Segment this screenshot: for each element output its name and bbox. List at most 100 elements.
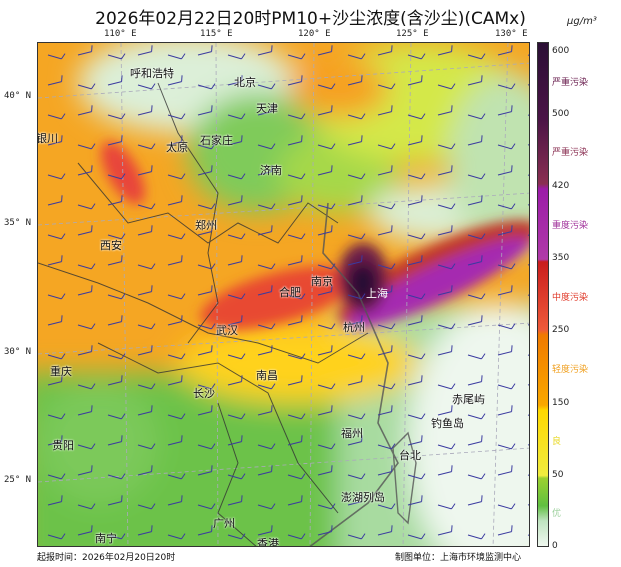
wind-barb bbox=[167, 435, 183, 446]
wind-barb bbox=[467, 293, 486, 300]
wind-barb bbox=[407, 53, 426, 60]
wind-barb bbox=[137, 285, 153, 296]
city-label: 南昌 bbox=[256, 369, 278, 382]
wind-barb bbox=[377, 443, 396, 450]
wind-barb bbox=[77, 203, 96, 210]
wind-barb bbox=[197, 285, 213, 296]
wind-barb bbox=[467, 353, 486, 360]
wind-barb bbox=[497, 405, 513, 416]
wind-barb bbox=[107, 495, 123, 506]
wind-barb bbox=[197, 165, 213, 176]
colorbar-tick: 250 bbox=[552, 325, 570, 335]
city-label: 武汉 bbox=[216, 324, 238, 337]
wind-barb bbox=[317, 443, 336, 450]
wind-barb bbox=[167, 473, 186, 480]
city-label: 太原 bbox=[166, 141, 188, 154]
level-label: 优 bbox=[552, 509, 562, 519]
level-label: 严重污染 bbox=[552, 148, 589, 158]
wind-barb bbox=[377, 225, 393, 236]
wind-barb bbox=[497, 525, 513, 536]
wind-barb bbox=[437, 465, 453, 476]
wind-barb bbox=[47, 113, 66, 120]
wind-barb bbox=[287, 293, 306, 300]
wind-barb bbox=[497, 285, 513, 296]
city-label: 天津 bbox=[256, 102, 278, 115]
wind-barb bbox=[377, 45, 393, 56]
level-label: 良 bbox=[552, 437, 562, 447]
lon-label: 110° E bbox=[104, 29, 137, 39]
lat-label: 40° N bbox=[4, 91, 32, 101]
wind-barb bbox=[377, 143, 396, 150]
city-label: 重庆 bbox=[50, 365, 72, 378]
wind-barb bbox=[197, 405, 213, 416]
wind-barb bbox=[437, 503, 456, 510]
wind-barb bbox=[77, 225, 93, 236]
wind-barb bbox=[317, 525, 333, 536]
wind-barb bbox=[167, 353, 186, 360]
lat-label: 35° N bbox=[4, 218, 32, 228]
wind-barb bbox=[497, 105, 513, 116]
wind-barb bbox=[257, 525, 273, 536]
city-label: 银川 bbox=[37, 132, 58, 145]
wind-barb bbox=[137, 525, 153, 536]
wind-barb bbox=[377, 285, 393, 296]
wind-barb bbox=[137, 345, 153, 356]
wind-barb bbox=[377, 83, 396, 90]
wind-barb bbox=[497, 503, 516, 510]
wind-barb bbox=[317, 405, 333, 416]
wind-barb bbox=[377, 383, 396, 390]
wind-barb bbox=[287, 315, 303, 326]
wind-barb bbox=[257, 383, 276, 390]
wind-barb bbox=[407, 75, 423, 86]
colorbar-tick: 600 bbox=[552, 46, 570, 56]
wind-barb bbox=[437, 203, 456, 210]
wind-barb bbox=[257, 323, 276, 330]
colorbar-tick: 500 bbox=[552, 109, 570, 119]
city-label: 赤尾屿 bbox=[452, 393, 485, 406]
wind-barb bbox=[197, 263, 216, 270]
wind-barb bbox=[197, 345, 213, 356]
wind-barb bbox=[407, 135, 423, 146]
wind-barb bbox=[137, 323, 156, 330]
wind-barb bbox=[257, 285, 273, 296]
wind-barb bbox=[437, 525, 453, 536]
wind-barb bbox=[287, 255, 303, 266]
city-label: 南宁 bbox=[95, 532, 117, 545]
wind-barb bbox=[317, 83, 336, 90]
colorbar-tick: 50 bbox=[552, 470, 564, 480]
wind-barb bbox=[257, 83, 276, 90]
wind-barb bbox=[407, 195, 423, 206]
wind-barb bbox=[47, 195, 63, 206]
wind-barb bbox=[287, 113, 306, 120]
wind-barb bbox=[317, 285, 333, 296]
wind-barb bbox=[47, 473, 66, 480]
wind-barb bbox=[107, 53, 126, 60]
wind-barb bbox=[287, 495, 303, 506]
wind-barb bbox=[77, 443, 96, 450]
wind-barb bbox=[467, 315, 483, 326]
unit-label: μg/m³ bbox=[567, 16, 597, 27]
wind-barb bbox=[167, 113, 186, 120]
wind-barb bbox=[167, 293, 186, 300]
wind-barb bbox=[47, 533, 66, 540]
wind-barb bbox=[47, 353, 66, 360]
wind-barb bbox=[107, 135, 123, 146]
wind-barb bbox=[107, 473, 126, 480]
wind-barb bbox=[377, 105, 393, 116]
wind-barb bbox=[47, 315, 63, 326]
wind-barb bbox=[317, 503, 336, 510]
wind-barb bbox=[107, 113, 126, 120]
wind-barb bbox=[377, 503, 396, 510]
wind-barb bbox=[497, 45, 513, 56]
city-label: 呼和浩特 bbox=[130, 67, 174, 80]
colorbar-tick: 350 bbox=[552, 253, 570, 263]
wind-barb bbox=[227, 233, 246, 240]
lon-label: 115° E bbox=[200, 29, 233, 39]
wind-barb bbox=[167, 255, 183, 266]
wind-barb bbox=[467, 255, 483, 266]
wind-barb bbox=[257, 165, 273, 176]
wind-barb bbox=[77, 525, 93, 536]
city-label: 郑州 bbox=[195, 219, 217, 232]
wind-barb bbox=[137, 263, 156, 270]
city-label: 广州 bbox=[213, 517, 235, 530]
